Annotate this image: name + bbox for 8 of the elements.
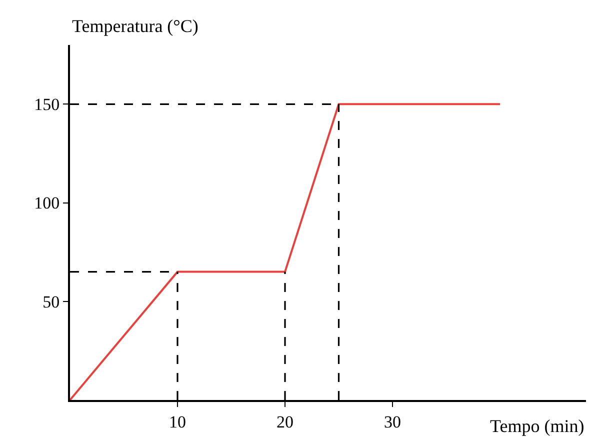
x-tick-label: 10 — [169, 412, 186, 432]
x-tick-label: 30 — [384, 412, 401, 432]
x-axis-title: Tempo (min) — [490, 416, 584, 436]
y-tick-label: 100 — [34, 194, 60, 213]
y-tick-label: 50 — [42, 292, 60, 312]
y-axis-title: Temperatura (°C) — [72, 16, 198, 36]
x-tick-label: 20 — [276, 412, 294, 432]
y-tick-label: 150 — [34, 95, 60, 114]
